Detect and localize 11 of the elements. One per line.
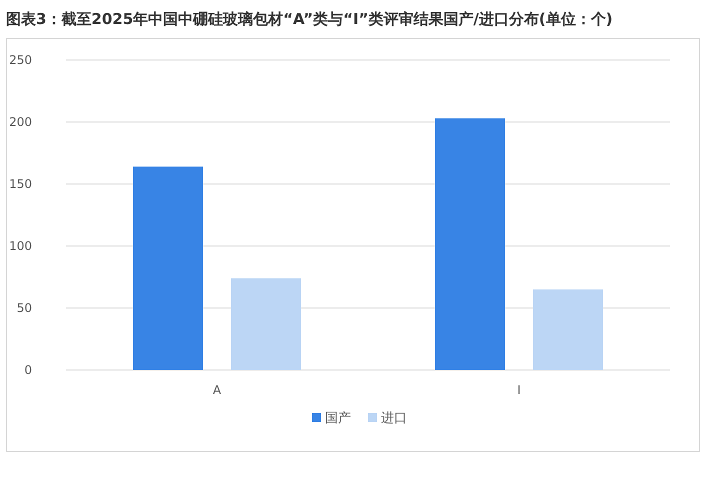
title: 图表3：截至2025年中国中硼硅玻璃包材“A”类与“I”类评审结果国产/进口分布(单位：个) [6, 10, 613, 28]
legend-label: 国产 [325, 411, 351, 426]
y-tick-label: 150 [9, 177, 32, 191]
legend-label: 进口 [381, 411, 407, 426]
x-tick-label: A [212, 383, 222, 397]
y-tick-label: 250 [9, 53, 32, 67]
y-tick-label: 100 [9, 239, 32, 253]
x-tick-label: I [517, 383, 521, 397]
y-tick-label: 0 [24, 363, 32, 377]
y-tick-label: 200 [9, 115, 32, 129]
y-tick-label: 50 [16, 301, 32, 315]
